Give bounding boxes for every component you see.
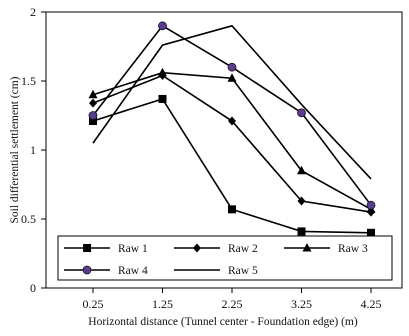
triangle-marker — [302, 243, 312, 252]
x-tick-label: 4.25 — [361, 297, 382, 311]
triangle-marker — [227, 73, 237, 82]
legend-label: Raw 4 — [118, 265, 148, 277]
diamond-marker — [89, 98, 97, 108]
circle-marker — [297, 108, 306, 118]
series-4 — [88, 21, 376, 210]
triangle-marker — [297, 165, 306, 175]
legend-box — [57, 235, 393, 281]
legend-item: Raw 4 — [64, 265, 148, 277]
circle-marker — [366, 200, 376, 210]
series-line — [92, 24, 372, 206]
legend-label: Raw 1 — [118, 243, 148, 255]
circle-marker — [88, 111, 98, 120]
series-line — [92, 74, 372, 213]
diamond-marker — [193, 243, 201, 253]
square-marker — [297, 227, 306, 236]
y-tick-label: 0.5 — [21, 212, 36, 226]
y-axis-label: Soil differential settlement (cm) — [9, 76, 21, 223]
x-axis-label: Horizontal distance (Tunnel center - Fou… — [88, 316, 358, 328]
square-marker — [83, 244, 91, 252]
x-tick-label: 0.25 — [83, 297, 104, 311]
series-line — [92, 71, 372, 211]
x-tick-label: 2.25 — [222, 297, 243, 311]
legend-label: Raw 5 — [228, 265, 258, 277]
legend-item: Raw 3 — [284, 243, 368, 255]
y-tick-label: 0 — [30, 281, 36, 295]
legend-item: Raw 5 — [174, 265, 258, 277]
x-tick-label: 1.25 — [152, 297, 173, 311]
legend-item: Raw 2 — [174, 243, 258, 255]
series-line — [92, 24, 372, 180]
circle-marker — [82, 265, 92, 275]
square-marker — [89, 117, 97, 126]
y-tick-label: 1.5 — [21, 74, 36, 88]
series-1 — [89, 94, 375, 237]
circle-marker — [158, 21, 167, 31]
triangle-marker — [88, 89, 98, 99]
square-marker — [158, 94, 167, 103]
square-marker — [367, 228, 375, 237]
x-tick-label: 3.25 — [291, 297, 312, 311]
legend-item: Raw 1 — [64, 243, 148, 255]
diamond-marker — [297, 196, 306, 206]
y-tick-label: 2 — [30, 5, 36, 19]
series-5 — [92, 24, 372, 180]
series-3 — [88, 67, 376, 213]
diamond-marker — [228, 116, 236, 126]
circle-marker — [227, 62, 237, 72]
triangle-marker — [158, 67, 167, 77]
legend-label: Raw 2 — [228, 243, 258, 255]
legend-label: Raw 3 — [338, 243, 368, 255]
series-2 — [89, 70, 375, 217]
square-marker — [228, 205, 236, 214]
y-tick-label: 1 — [30, 143, 36, 157]
